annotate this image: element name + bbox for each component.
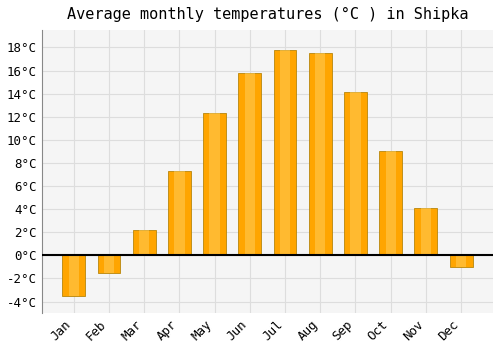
Bar bbox=[315, 53, 326, 255]
Bar bbox=[274, 50, 296, 255]
Bar bbox=[309, 53, 332, 255]
Bar bbox=[168, 171, 191, 256]
Bar bbox=[132, 230, 156, 256]
Bar bbox=[98, 256, 120, 273]
Bar bbox=[414, 208, 438, 255]
Bar bbox=[456, 256, 466, 267]
Bar bbox=[244, 73, 255, 256]
Bar bbox=[386, 151, 396, 256]
Bar bbox=[139, 230, 149, 256]
Title: Average monthly temperatures (°C ) in Shipka: Average monthly temperatures (°C ) in Sh… bbox=[66, 7, 468, 22]
Bar bbox=[344, 92, 367, 256]
Bar bbox=[203, 113, 226, 256]
Bar bbox=[174, 171, 184, 256]
Bar bbox=[379, 151, 402, 256]
Bar bbox=[62, 256, 85, 296]
Bar bbox=[350, 92, 360, 256]
Bar bbox=[420, 208, 431, 255]
Bar bbox=[280, 50, 290, 255]
Bar bbox=[104, 256, 114, 273]
Bar bbox=[210, 113, 220, 256]
Bar bbox=[450, 256, 472, 267]
Bar bbox=[68, 256, 79, 296]
Bar bbox=[238, 73, 262, 256]
